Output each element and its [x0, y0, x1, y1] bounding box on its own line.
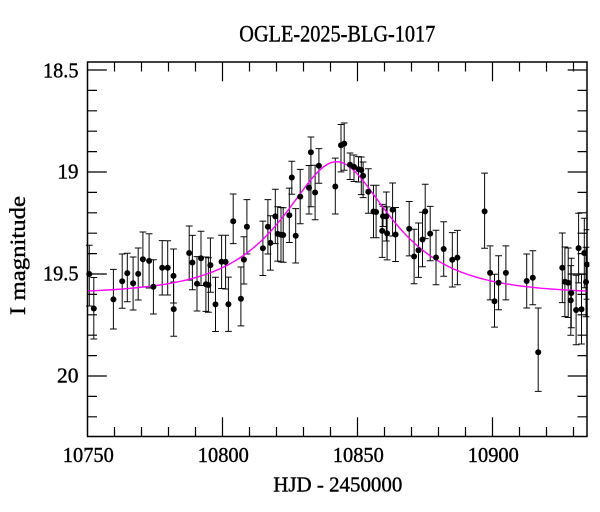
svg-text:10900: 10900 [468, 443, 519, 467]
svg-text:10750: 10750 [63, 443, 114, 467]
svg-text:OGLE-2025-BLG-1017: OGLE-2025-BLG-1017 [239, 21, 435, 46]
svg-text:I magnitude: I magnitude [5, 196, 30, 315]
svg-text:20: 20 [57, 364, 79, 388]
svg-text:HJD - 2450000: HJD - 2450000 [273, 472, 402, 496]
svg-text:18.5: 18.5 [43, 59, 79, 83]
svg-text:19: 19 [58, 160, 79, 184]
svg-text:10850: 10850 [333, 443, 384, 467]
svg-text:19.5: 19.5 [43, 262, 79, 286]
svg-text:10800: 10800 [198, 443, 249, 467]
